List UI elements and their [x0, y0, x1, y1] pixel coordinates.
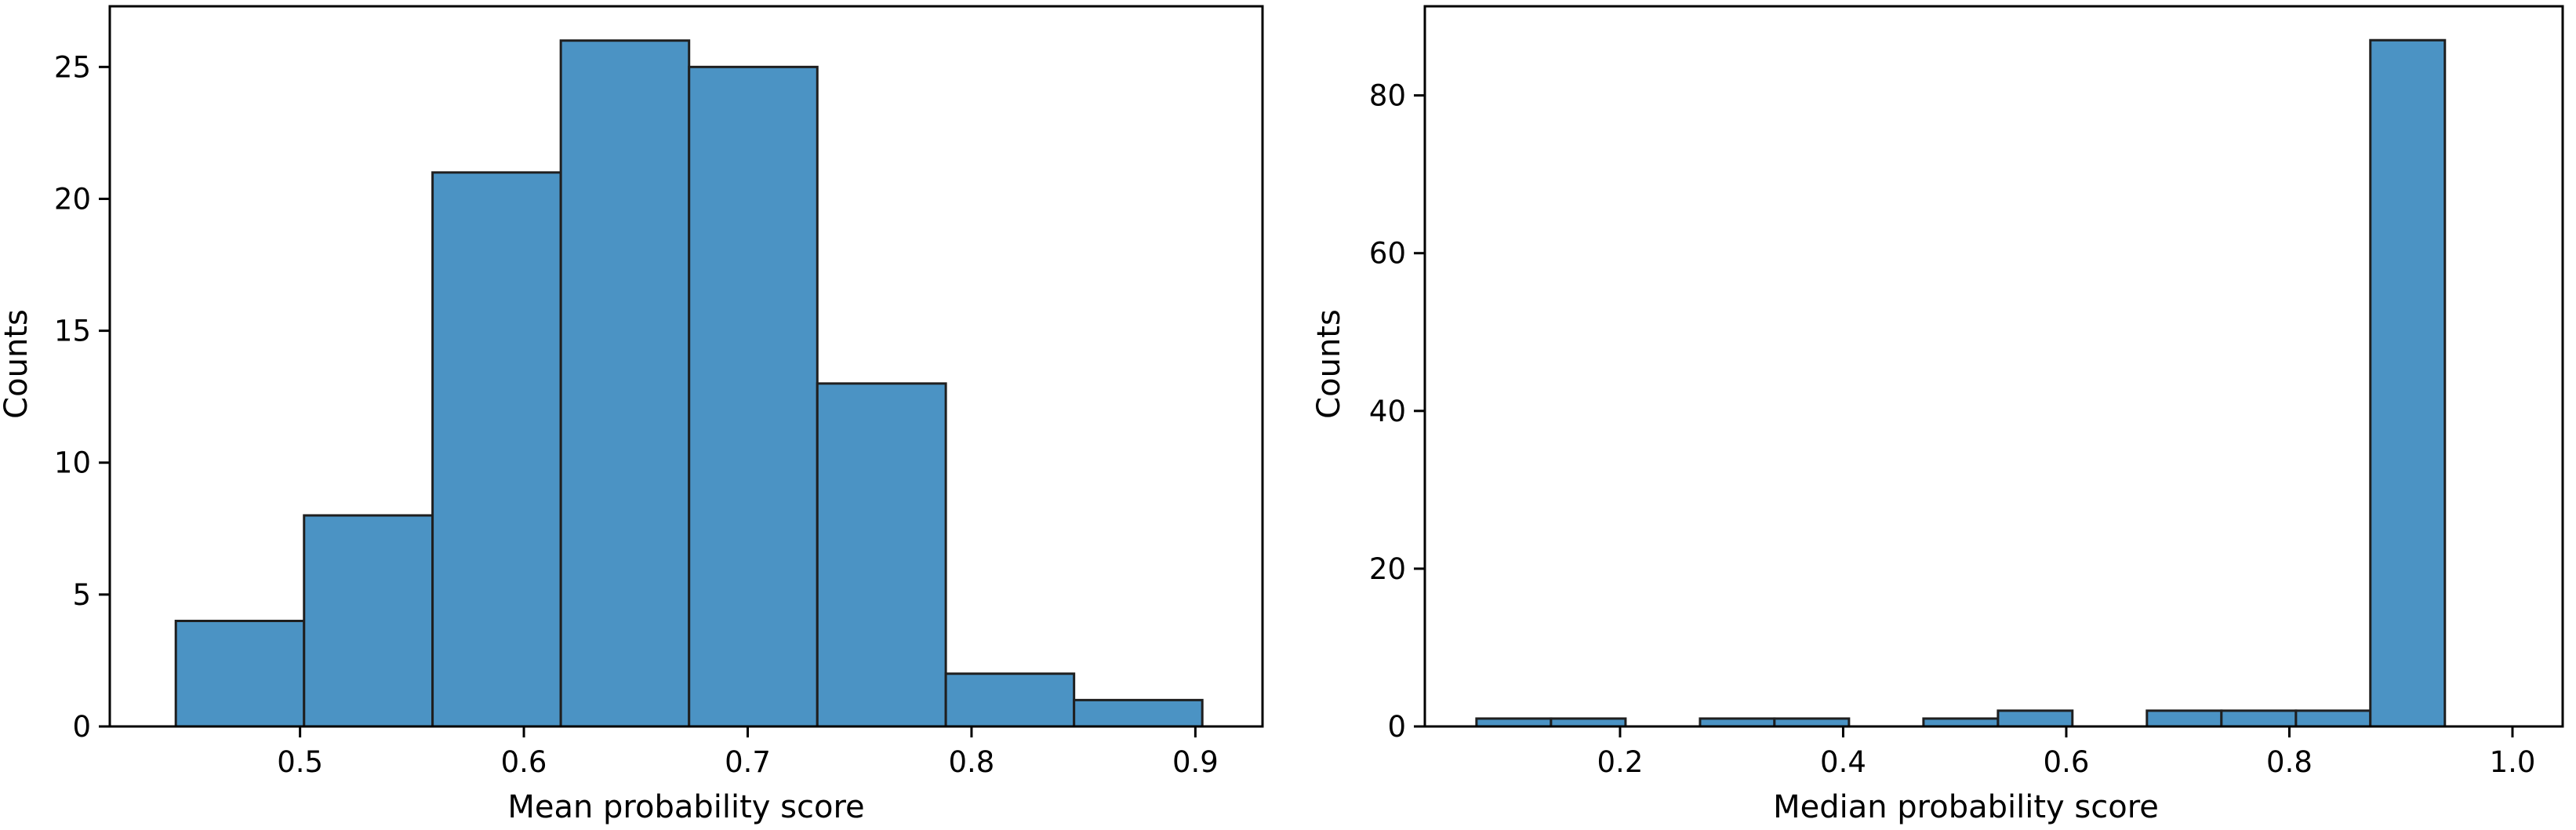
left-histogram-bar-6 — [944, 672, 1076, 728]
left-y-tick-label: 20 — [54, 182, 91, 216]
right-histogram-bar-4 — [1773, 717, 1851, 728]
left-histogram-bar-7 — [1073, 698, 1204, 728]
left-x-tick-label: 0.5 — [277, 745, 323, 779]
left-y-tick-label: 10 — [54, 446, 91, 480]
left-histogram-bar-5 — [816, 382, 947, 728]
right-histogram-bar-7 — [1996, 709, 2074, 728]
left-histogram-bar-0 — [174, 619, 306, 728]
left-x-tick-label: 0.6 — [501, 745, 547, 779]
right-histogram-bar-10 — [2220, 709, 2298, 728]
right-axes-frame — [1423, 5, 2564, 728]
left-histogram-axes: 0.5 0.6 0.7 0.8 0.9 0 5 10 15 20 25 — [54, 5, 1264, 779]
left-x-axis-label: Mean probability score — [507, 789, 864, 825]
right-histogram-panel: 0.2 0.4 0.6 0.8 1.0 0 20 40 60 80 Median probabil… — [1311, 5, 2564, 825]
right-histogram-bar-9 — [2145, 709, 2223, 728]
left-histogram-bars — [174, 39, 1204, 728]
right-x-axis-label: Median probability score — [1773, 789, 2159, 825]
right-y-tick-label: 80 — [1369, 79, 1406, 113]
left-histogram-bar-4 — [688, 65, 819, 728]
left-x-tick-label: 0.8 — [949, 745, 995, 779]
right-histogram-bar-11 — [2294, 709, 2372, 728]
right-y-tick-label: 20 — [1369, 552, 1406, 586]
right-y-tick-label: 0 — [1387, 710, 1406, 744]
right-histogram-bar-3 — [1699, 717, 1776, 728]
right-y-axis-label: Counts — [1311, 309, 1347, 419]
right-y-tick-label: 60 — [1369, 237, 1406, 271]
right-histogram-bar-0 — [1475, 717, 1553, 728]
right-histogram-axes: 0.2 0.4 0.6 0.8 1.0 0 20 40 60 80 — [1369, 5, 2564, 779]
left-y-axis-label: Counts — [0, 309, 35, 419]
left-axes-frame — [108, 5, 1264, 728]
right-histogram-bar-1 — [1550, 717, 1627, 728]
left-y-tick-label: 0 — [72, 710, 91, 744]
right-x-tick-label: 0.4 — [1820, 745, 1866, 779]
left-y-tick-label: 15 — [54, 315, 91, 348]
left-x-tick-label: 0.7 — [725, 745, 771, 779]
right-histogram-bars — [1475, 38, 2447, 728]
right-y-tick-label: 40 — [1369, 395, 1406, 428]
left-histogram-bar-2 — [431, 171, 562, 728]
left-x-tick-label: 0.9 — [1172, 745, 1219, 779]
left-histogram-panel: 0.5 0.6 0.7 0.8 0.9 0 5 10 15 20 25 Mean probabili… — [0, 5, 1264, 825]
left-y-tick-label: 5 — [72, 578, 91, 612]
left-histogram-bar-1 — [303, 514, 434, 728]
right-x-tick-label: 0.8 — [2266, 745, 2313, 779]
right-x-tick-label: 0.2 — [1597, 745, 1644, 779]
left-histogram-bar-3 — [559, 39, 691, 728]
left-y-tick-label: 25 — [54, 50, 91, 84]
right-histogram-bar-12 — [2369, 38, 2447, 728]
right-x-tick-label: 1.0 — [2490, 745, 2536, 779]
right-x-tick-label: 0.6 — [2044, 745, 2090, 779]
right-histogram-bar-6 — [1922, 717, 2000, 728]
